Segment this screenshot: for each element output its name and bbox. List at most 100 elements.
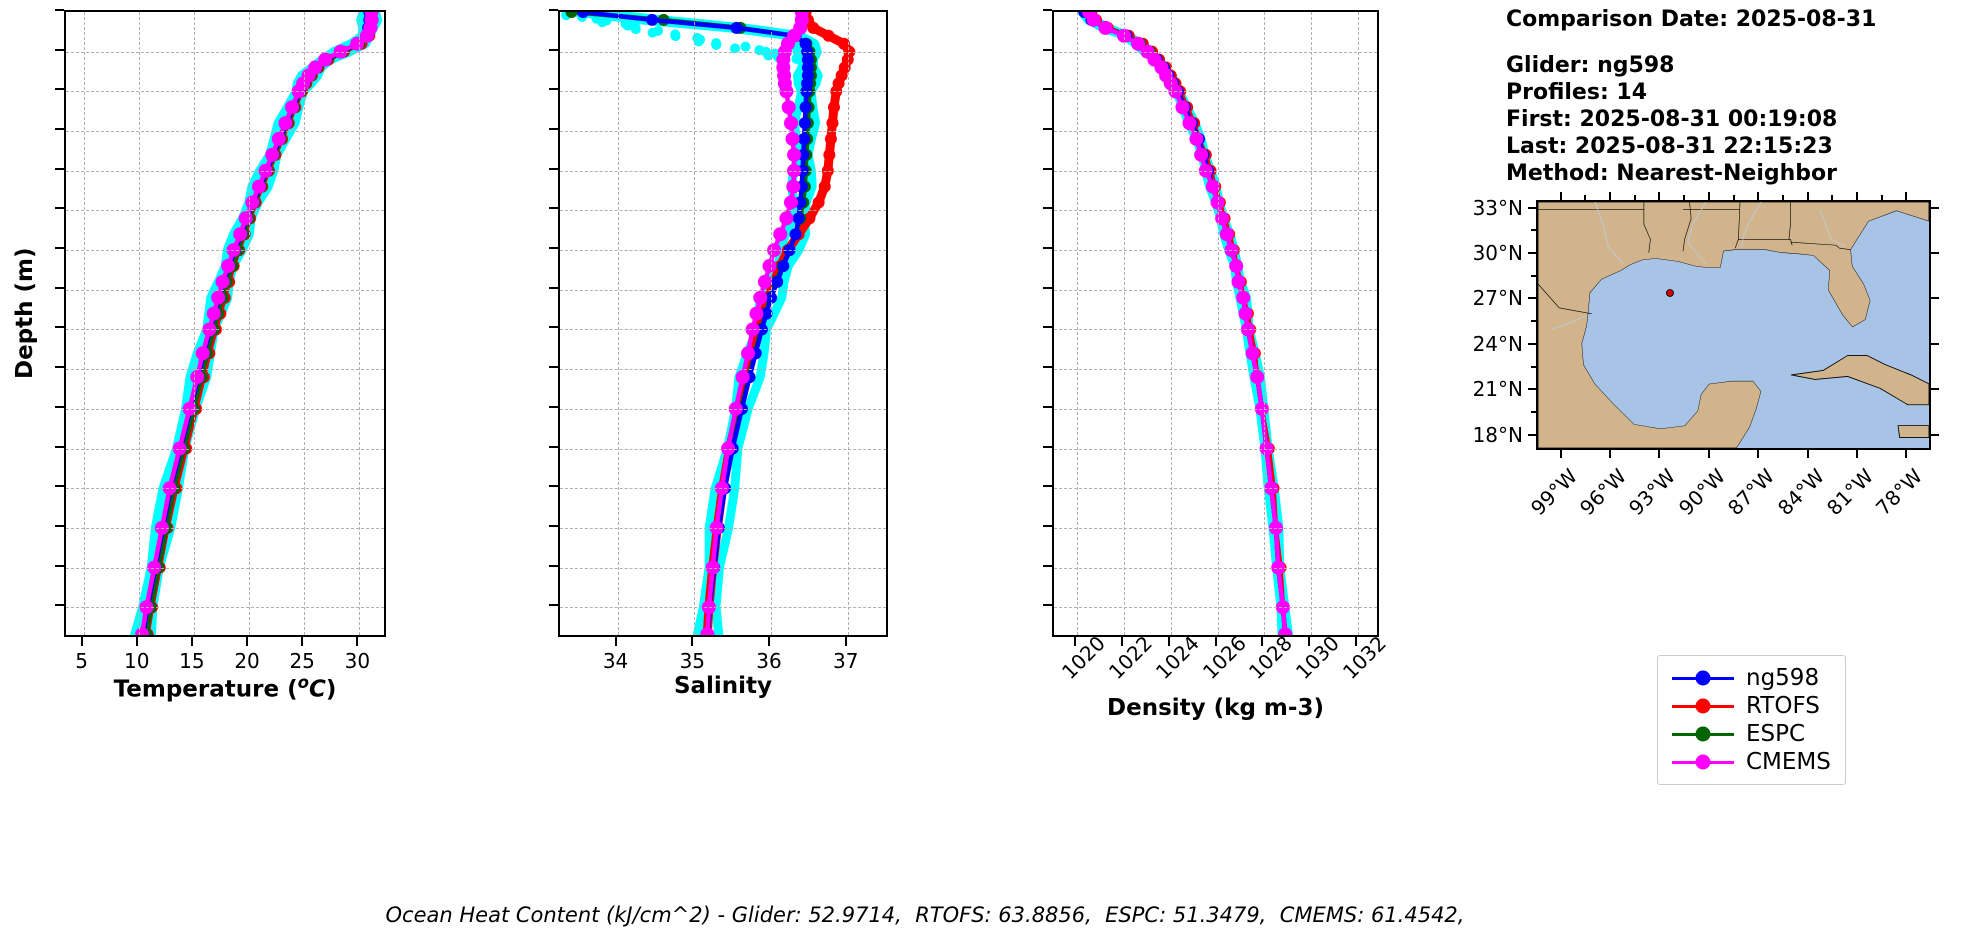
value-tick-mark [845, 637, 847, 646]
depth-tick-mark [1043, 128, 1052, 130]
gridline-vertical [194, 12, 195, 635]
gridline-horizontal [1054, 131, 1377, 132]
gridline-vertical [139, 12, 140, 635]
gridline-horizontal [560, 449, 886, 450]
gridline-horizontal [560, 568, 886, 569]
map-lat-label: 18°N [1473, 423, 1523, 447]
value-tick-label: 25 [289, 649, 314, 673]
map-lat-tick [1931, 343, 1939, 345]
value-tick-mark [691, 637, 693, 646]
depth-tick-mark [549, 604, 558, 606]
map-lat-tick [1931, 207, 1939, 209]
legend-marker-icon [1672, 725, 1734, 743]
legend-marker-icon [1672, 697, 1734, 715]
gridline-horizontal [1054, 91, 1377, 92]
value-tick-mark [1355, 637, 1357, 646]
gridline-horizontal [1054, 449, 1377, 450]
salinity-axis-title: Salinity [558, 673, 888, 699]
depth-tick-mark [1043, 88, 1052, 90]
gridline-vertical [359, 12, 360, 635]
map-lat-minor-tick [1531, 320, 1536, 322]
map-lat-tick [1528, 434, 1536, 436]
depth-tick-mark [1043, 9, 1052, 11]
depth-tick-mark [1043, 525, 1052, 527]
gridline-horizontal [66, 52, 384, 53]
depth-tick-mark [549, 49, 558, 51]
legend-marker-icon [1672, 753, 1734, 771]
map-lon-minor-tick [1831, 195, 1833, 200]
gridline-vertical [1218, 12, 1219, 635]
map-lon-label: 87°W [1718, 464, 1779, 525]
gridline-vertical [1264, 12, 1265, 635]
depth-tick-mark [1043, 485, 1052, 487]
gridline-horizontal [66, 369, 384, 370]
glider-text: Glider: ng598 [1506, 52, 1674, 79]
depth-tick-mark [549, 247, 558, 249]
value-tick-mark [1215, 637, 1217, 646]
map-lon-label: 96°W [1570, 464, 1631, 525]
value-tick-label: 15 [179, 649, 204, 673]
value-tick-label: 1030 [1291, 631, 1344, 684]
depth-tick-mark [1043, 604, 1052, 606]
gridline-horizontal [1054, 250, 1377, 251]
gridline-horizontal [560, 210, 886, 211]
depth-tick-mark [1043, 49, 1052, 51]
map-lat-tick [1528, 343, 1536, 345]
depth-tick-mark [55, 88, 64, 90]
gridline-horizontal [66, 488, 384, 489]
legend-entry[interactable]: ng598 [1672, 664, 1831, 692]
gridline-horizontal [1054, 607, 1377, 608]
gridline-horizontal [560, 91, 886, 92]
gridline-horizontal [560, 409, 886, 410]
gridline-horizontal [1054, 568, 1377, 569]
legend-entry[interactable]: ESPC [1672, 720, 1831, 748]
depth-tick-mark [55, 406, 64, 408]
value-tick-label: 30 [345, 649, 370, 673]
depth-tick-mark [1043, 406, 1052, 408]
depth-tick-mark [549, 525, 558, 527]
gridline-horizontal [1054, 329, 1377, 330]
gridline-horizontal [560, 131, 886, 132]
gridline-horizontal [66, 91, 384, 92]
legend-label: ng598 [1746, 665, 1819, 691]
gridline-horizontal [1054, 52, 1377, 53]
depth-tick-mark [549, 485, 558, 487]
map-lon-tick [1757, 450, 1759, 458]
density-plot-area [1052, 10, 1379, 637]
map-lon-minor-tick [1881, 195, 1883, 200]
map-lat-tick [1528, 252, 1536, 254]
gridline-horizontal [560, 171, 886, 172]
gridline-vertical [1311, 12, 1312, 635]
map-lat-label: 33°N [1473, 196, 1523, 220]
gridline-horizontal [66, 409, 384, 410]
depth-tick-mark [549, 207, 558, 209]
value-tick-mark [768, 637, 770, 646]
map-lon-tick [1560, 192, 1562, 200]
map-lon-tick [1658, 450, 1660, 458]
depth-tick-mark [1043, 565, 1052, 567]
map-lat-tick [1931, 388, 1939, 390]
ocean-heat-content-caption: Ocean Heat Content (kJ/cm^2) - Glider: 5… [0, 903, 1850, 927]
legend-entry[interactable]: RTOFS [1672, 692, 1831, 720]
value-tick-label: 1032 [1338, 631, 1391, 684]
density-series-group [1054, 12, 1379, 637]
gridline-horizontal [66, 290, 384, 291]
location-map [1536, 200, 1931, 450]
gridline-vertical [304, 12, 305, 635]
gridline-horizontal [66, 568, 384, 569]
gridline-horizontal [66, 607, 384, 608]
gridline-horizontal [66, 528, 384, 529]
value-tick-label: 20 [234, 649, 259, 673]
map-lon-label: 78°W [1866, 464, 1927, 525]
depth-tick-mark [549, 326, 558, 328]
map-lon-tick [1856, 450, 1858, 458]
gridline-vertical [1358, 12, 1359, 635]
value-tick-label: 1024 [1151, 631, 1204, 684]
depth-tick-mark [1043, 366, 1052, 368]
legend-entry[interactable]: CMEMS [1672, 748, 1831, 776]
depth-tick-mark [1043, 326, 1052, 328]
figure-root: 0255075100125150175200225250275300325350… [0, 0, 1987, 934]
series-legend: ng598 RTOFS ESPC CMEMS [1657, 655, 1846, 785]
temperature-plot-area [64, 10, 386, 637]
map-lon-tick [1856, 192, 1858, 200]
